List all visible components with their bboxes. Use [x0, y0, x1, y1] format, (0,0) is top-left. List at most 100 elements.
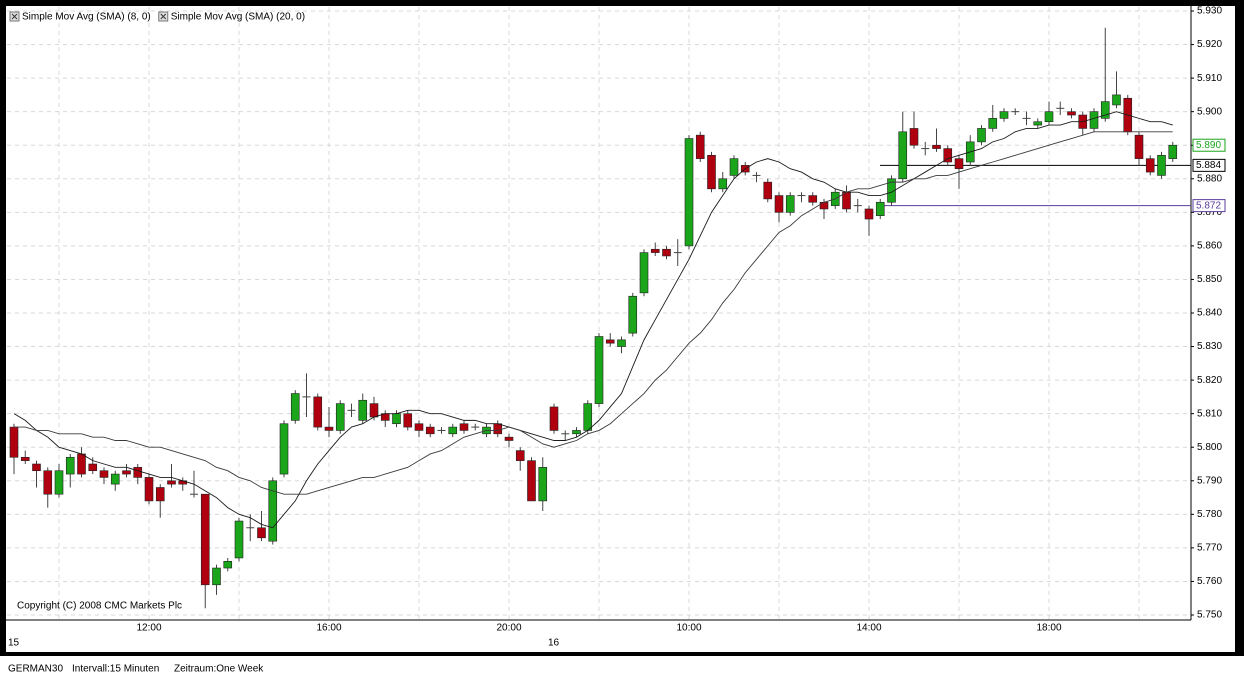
price-box: [1192, 138, 1226, 152]
price-label: 5.872: [1196, 200, 1221, 211]
candle-body: [1112, 94, 1121, 106]
candle-body: [999, 111, 1009, 119]
x-tick-label: 14:00: [856, 623, 881, 634]
footer-symbol: GERMAN30: [8, 664, 63, 675]
candle-body: [313, 396, 323, 428]
candle-body: [763, 181, 773, 200]
candle-body: [549, 406, 559, 431]
candle-body: [1157, 154, 1166, 176]
y-tick-label: 5.820: [1197, 375, 1222, 386]
candle-body: [155, 487, 165, 502]
candle-body: [583, 403, 593, 431]
grid: [7, 7, 1194, 620]
y-tick-label: 5.760: [1197, 576, 1222, 587]
y-tick-label: 5.830: [1197, 341, 1222, 352]
candle-body: [785, 195, 795, 213]
candle-body: [1145, 158, 1155, 173]
candle-body: [223, 561, 233, 569]
candle-body: [729, 158, 739, 176]
y-tick-label: 5.860: [1197, 241, 1222, 252]
y-tick-label: 5.870: [1197, 207, 1222, 218]
candle-body: [617, 339, 626, 347]
price-label: 5.890: [1196, 140, 1221, 151]
legend-item: Simple Mov Avg (SMA) (8, 0): [9, 11, 151, 23]
candle-body: [898, 131, 908, 180]
candle-body: [324, 426, 334, 431]
candle-body: [932, 144, 941, 149]
candle-body: [9, 426, 19, 458]
candle-body: [88, 463, 98, 472]
candle-body: [864, 208, 874, 220]
x-tick-label: 12:00: [136, 623, 161, 634]
candle-body: [887, 178, 896, 203]
candle-body: [392, 413, 401, 425]
candle-body: [605, 339, 615, 344]
footer-interval: Intervall:15 Minuten: [72, 664, 159, 675]
candle-body: [279, 423, 289, 475]
candle-body: [414, 423, 424, 431]
sma-line: [14, 131, 1173, 495]
candle-body: [459, 423, 469, 431]
legend-item: Simple Mov Avg (SMA) (20, 0): [158, 11, 305, 23]
candle-body: [54, 470, 64, 495]
candle-body: [493, 423, 503, 435]
candle-body: [875, 201, 885, 216]
candle-body: [639, 252, 649, 294]
y-tick-label: 5.780: [1197, 509, 1222, 520]
candle-body: [257, 527, 266, 539]
candle-body: [212, 567, 221, 586]
candle-body: [707, 154, 716, 190]
price-box: [1192, 199, 1226, 213]
legend: Simple Mov Avg (SMA) (8, 0) Simple Mov Av…: [9, 11, 305, 23]
candle-body: [977, 128, 986, 143]
candle-body: [909, 128, 919, 146]
candle-body: [20, 456, 30, 461]
candle-body: [358, 399, 368, 421]
candle-body: [774, 195, 784, 213]
candle-body: [369, 403, 379, 418]
candle-body: [1033, 121, 1043, 126]
candle-body: [167, 480, 176, 485]
candle-body: [65, 456, 75, 475]
candle-body: [504, 436, 514, 441]
candle-body: [32, 463, 41, 472]
y-tick-label: 5.900: [1197, 106, 1222, 117]
y-tick-label: 5.840: [1197, 308, 1222, 319]
candle-body: [943, 148, 953, 163]
legend-icon-x: [11, 13, 18, 20]
x-tick-label: 16:00: [316, 623, 341, 634]
candle-body: [234, 520, 244, 559]
candle-body: [99, 470, 109, 478]
x-tick-label: 15: [8, 638, 20, 649]
candle-body: [425, 426, 435, 435]
marks: [9, 27, 1191, 609]
candle-body: [1168, 144, 1178, 159]
candle-body: [133, 467, 143, 478]
candle-body: [77, 453, 86, 475]
candle-body: [200, 493, 210, 586]
y-tick-label: 5.800: [1197, 442, 1222, 453]
legend-icon-x: [160, 13, 167, 20]
legend-label: Simple Mov Avg (SMA) (8, 0): [22, 12, 151, 23]
footer-period: Zeitraum:One Week: [174, 664, 264, 675]
candle-body: [808, 195, 818, 203]
candle-body: [1134, 134, 1144, 159]
y-tick-label: 5.790: [1197, 475, 1222, 486]
price-box: [1192, 158, 1226, 172]
candle-body: [43, 470, 53, 495]
candle-body: [684, 138, 694, 247]
candle-body: [650, 248, 660, 253]
candle-body: [527, 460, 536, 502]
y-tick-label: 5.810: [1197, 408, 1222, 419]
x-tick-label: 20:00: [496, 623, 521, 634]
candle-body: [144, 477, 154, 502]
candle-body: [110, 473, 120, 485]
y-tick-label: 5.880: [1197, 173, 1222, 184]
x-tick-label: 10:00: [676, 623, 701, 634]
candle-body: [819, 201, 829, 210]
candle-body: [1067, 111, 1076, 116]
x-tick-label: 16: [548, 638, 560, 649]
candle-body: [268, 480, 278, 542]
